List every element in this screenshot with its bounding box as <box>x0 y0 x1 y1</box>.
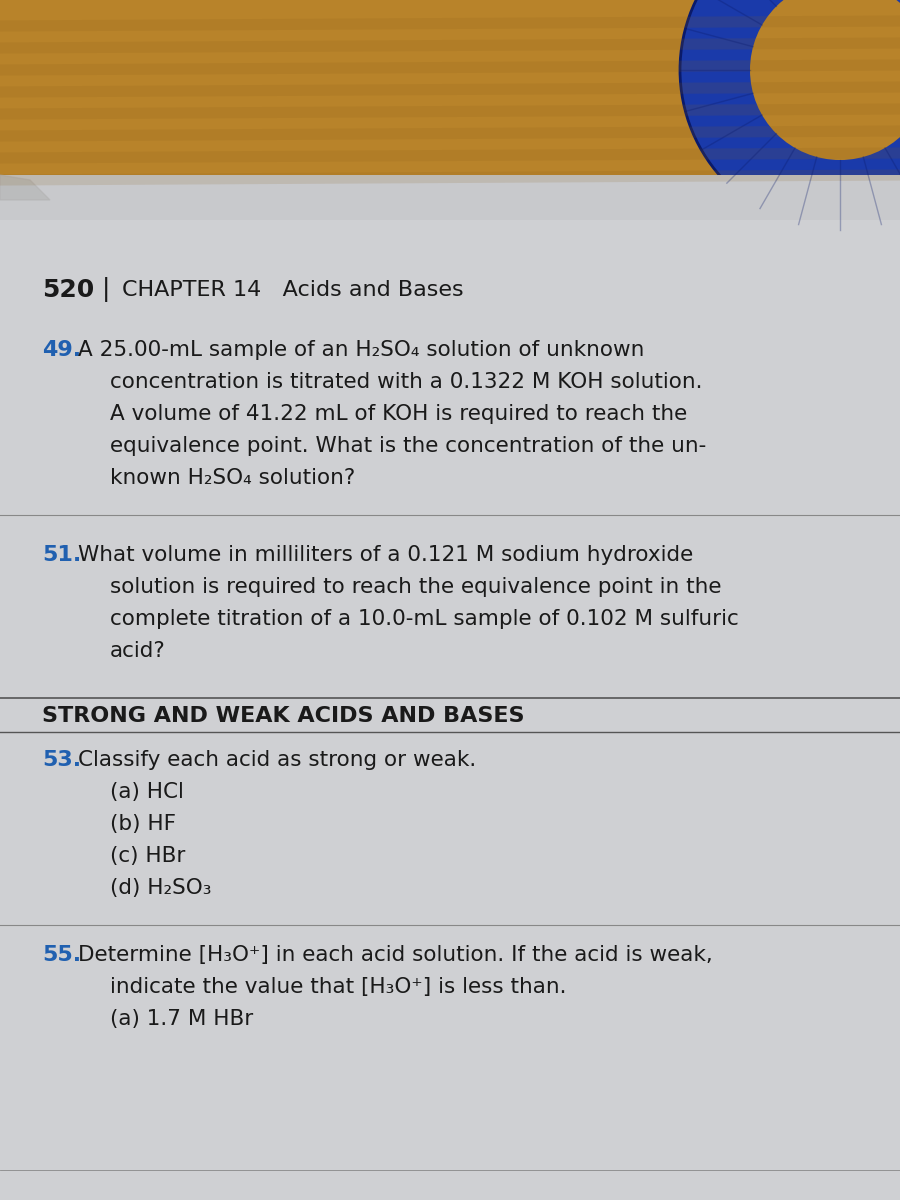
Text: concentration is titrated with a 0.1322 M KOH solution.: concentration is titrated with a 0.1322 … <box>110 372 703 392</box>
Text: 520: 520 <box>42 278 94 302</box>
Polygon shape <box>0 175 50 200</box>
Text: equivalence point. What is the concentration of the un-: equivalence point. What is the concentra… <box>110 436 706 456</box>
Circle shape <box>750 0 900 160</box>
Text: STRONG AND WEAK ACIDS AND BASES: STRONG AND WEAK ACIDS AND BASES <box>42 706 525 726</box>
Bar <box>0 175 900 1200</box>
Text: (a) HCl: (a) HCl <box>110 782 184 802</box>
Text: solution is required to reach the equivalence point in the: solution is required to reach the equiva… <box>110 577 722 596</box>
Text: (a) 1.7 M HBr: (a) 1.7 M HBr <box>110 1009 253 1028</box>
Circle shape <box>680 0 900 230</box>
Text: 55.: 55. <box>42 946 81 965</box>
Text: (b) HF: (b) HF <box>110 814 176 834</box>
Text: A 25.00-mL sample of an H₂SO₄ solution of unknown: A 25.00-mL sample of an H₂SO₄ solution o… <box>78 340 644 360</box>
Text: Determine [H₃O⁺] in each acid solution. If the acid is weak,: Determine [H₃O⁺] in each acid solution. … <box>78 946 713 965</box>
Text: |: | <box>102 277 111 302</box>
Bar <box>0 175 900 220</box>
Text: acid?: acid? <box>110 641 166 661</box>
Text: Classify each acid as strong or weak.: Classify each acid as strong or weak. <box>78 750 476 770</box>
Text: complete titration of a 10.0-mL sample of 0.102 M sulfuric: complete titration of a 10.0-mL sample o… <box>110 608 739 629</box>
Text: 49.: 49. <box>42 340 81 360</box>
Text: 51.: 51. <box>42 545 81 565</box>
Text: A volume of 41.22 mL of KOH is required to reach the: A volume of 41.22 mL of KOH is required … <box>110 404 688 424</box>
Text: indicate the value that [H₃O⁺] is less than.: indicate the value that [H₃O⁺] is less t… <box>110 977 566 997</box>
Text: (d) H₂SO₃: (d) H₂SO₃ <box>110 878 212 898</box>
Text: What volume in milliliters of a 0.121 M sodium hydroxide: What volume in milliliters of a 0.121 M … <box>78 545 693 565</box>
Text: 53.: 53. <box>42 750 81 770</box>
Text: (c) HBr: (c) HBr <box>110 846 185 866</box>
Text: known H₂SO₄ solution?: known H₂SO₄ solution? <box>110 468 356 488</box>
Text: CHAPTER 14   Acids and Bases: CHAPTER 14 Acids and Bases <box>122 280 464 300</box>
Bar <box>0 0 900 180</box>
